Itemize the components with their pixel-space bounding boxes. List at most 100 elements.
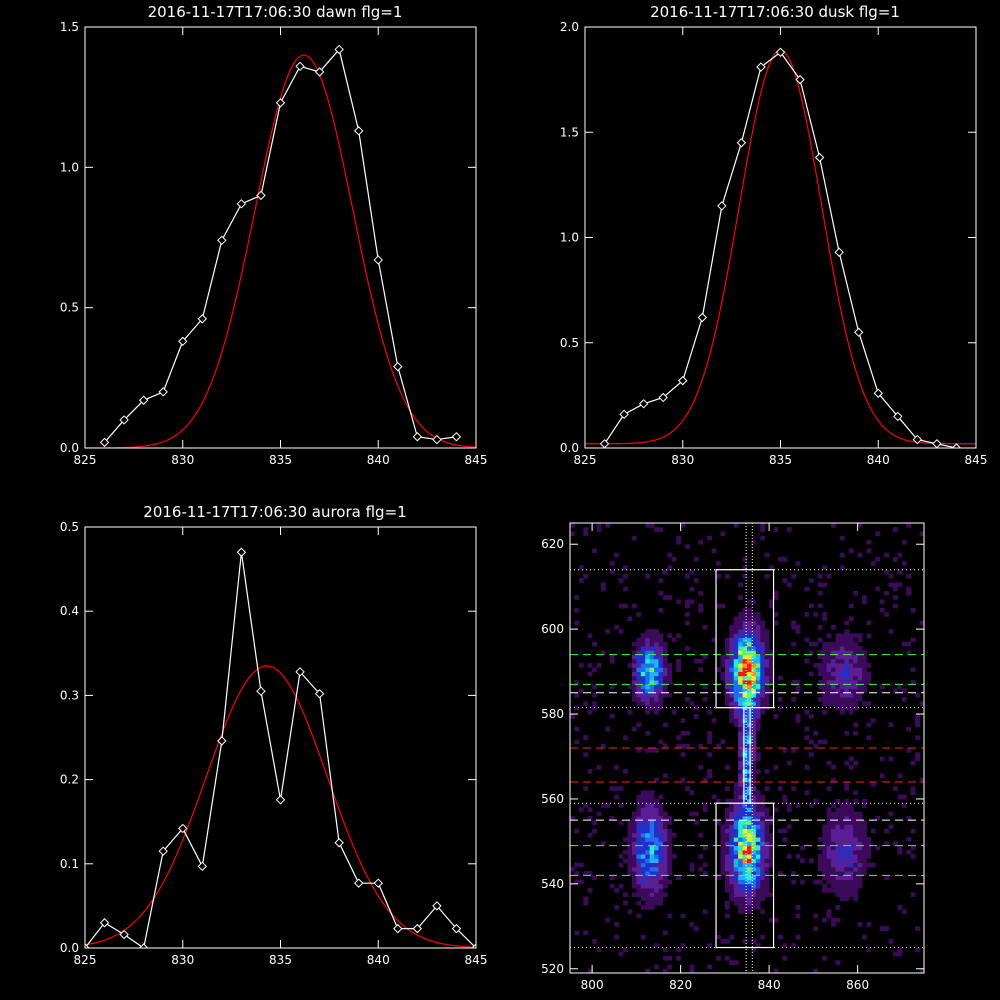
- image-heatmap-cell: [822, 582, 828, 588]
- image-heatmap-cell: [755, 892, 761, 897]
- image-heatmap-cell: [760, 862, 766, 868]
- image-heatmap-cell: [844, 866, 850, 872]
- image-heatmap-cell: [795, 934, 801, 940]
- image-heatmap-cell: [729, 871, 735, 876]
- image-heatmap-cell: [822, 646, 828, 651]
- image-heatmap-cell: [733, 807, 739, 813]
- image-heatmap-cell: [645, 803, 651, 808]
- image-heatmap-cell: [857, 866, 863, 872]
- image-heatmap-cell: [649, 879, 655, 885]
- image-heatmap-cell: [919, 968, 924, 973]
- image-heatmap-cell: [857, 883, 863, 889]
- image-heatmap-cell: [685, 612, 690, 617]
- image-heatmap-cell: [702, 803, 708, 808]
- image-heatmap-cell: [751, 641, 757, 647]
- image-heatmap-cell: [707, 735, 712, 740]
- image-heatmap-cell: [640, 637, 646, 643]
- image-heatmap-cell: [645, 663, 651, 668]
- image-heatmap-cell: [822, 616, 828, 622]
- dusk-data-point: [893, 411, 903, 422]
- image-heatmap-cell: [791, 943, 797, 948]
- image-heatmap-cell: [839, 883, 845, 889]
- dusk-y-tick-label: 1.0: [560, 231, 579, 245]
- image-heatmap-cell: [654, 866, 659, 872]
- image-heatmap-cell: [755, 697, 761, 702]
- image-heatmap-cell: [751, 620, 757, 626]
- image-heatmap-cell: [738, 667, 743, 672]
- image-heatmap-cell: [640, 905, 646, 910]
- image-heatmap-cell: [645, 705, 651, 711]
- image-heatmap-cell: [631, 603, 637, 609]
- image-heatmap-cell: [844, 871, 850, 876]
- image-heatmap-cell: [693, 658, 699, 664]
- image-heatmap-cell: [654, 811, 659, 817]
- aurora-y-tick-label: 0.2: [60, 773, 79, 787]
- image-heatmap-cell: [738, 680, 743, 685]
- image-heatmap-cell: [835, 820, 841, 825]
- image-heatmap-cell: [685, 697, 690, 702]
- image-heatmap-cell: [640, 934, 646, 940]
- image-heatmap-cell: [844, 658, 850, 664]
- image-heatmap-cell: [676, 947, 682, 953]
- image-heatmap-cell: [724, 841, 730, 847]
- image-heatmap-cell: [747, 875, 752, 881]
- image-heatmap-cell: [791, 680, 797, 685]
- image-heatmap-cell: [707, 769, 712, 774]
- image-heatmap-cell: [844, 760, 850, 766]
- image-heatmap-cell: [764, 866, 770, 872]
- image-heatmap-cell: [658, 854, 664, 859]
- image-heatmap-cell: [583, 871, 589, 876]
- image-heatmap-cell: [782, 956, 788, 961]
- dusk-data-point: [814, 152, 825, 163]
- image-heatmap-cell: [782, 556, 788, 562]
- image-heatmap-cell: [645, 905, 651, 910]
- image-heatmap-cell: [751, 773, 757, 779]
- image-heatmap-cell: [742, 909, 748, 914]
- image-heatmap-cell: [755, 637, 761, 643]
- image-heatmap-cell: [654, 888, 659, 893]
- image-heatmap-cell: [640, 841, 646, 847]
- image-heatmap-cell: [848, 641, 854, 647]
- image-heatmap-cell: [760, 841, 766, 847]
- image-heatmap-cell: [738, 684, 743, 689]
- image-heatmap-cell: [738, 739, 743, 745]
- image-heatmap-cell: [742, 671, 748, 677]
- image-heatmap-cell: [742, 879, 748, 885]
- image-heatmap-cell: [751, 811, 757, 817]
- image-heatmap-cell: [897, 951, 903, 957]
- dusk-data-point: [678, 375, 688, 386]
- image-heatmap-cell: [839, 879, 845, 885]
- image-heatmap-cell: [738, 849, 743, 855]
- image-heatmap-cell: [645, 629, 651, 634]
- image-heatmap-cell: [738, 786, 743, 791]
- image-heatmap-cell: [623, 837, 628, 842]
- image-heatmap-cell: [631, 875, 637, 881]
- image-heatmap-cell: [631, 841, 637, 847]
- image-heatmap-cell: [866, 701, 872, 706]
- image-heatmap-cell: [831, 641, 836, 647]
- dusk-data-point: [834, 247, 844, 257]
- image-heatmap-cell: [893, 595, 898, 600]
- image-heatmap-cell: [680, 743, 686, 749]
- image-heatmap-cell: [826, 913, 832, 919]
- image-heatmap-cell: [658, 841, 664, 847]
- image-heatmap-cell: [667, 565, 673, 571]
- image-heatmap-cell: [636, 837, 642, 842]
- aurora-data-point: [334, 838, 344, 848]
- image-heatmap-cell: [870, 561, 876, 566]
- image-heatmap-cell: [618, 803, 624, 808]
- image-heatmap-cell: [884, 875, 889, 881]
- image-heatmap-cell: [839, 633, 845, 639]
- image-heatmap-cell: [609, 714, 615, 719]
- image-heatmap-cell: [747, 620, 752, 626]
- image-heatmap-cell: [729, 803, 735, 808]
- image-heatmap-cell: [751, 654, 757, 660]
- image-heatmap-cell: [654, 862, 659, 868]
- image-heatmap-cell: [645, 875, 651, 881]
- image-heatmap-cell: [906, 586, 912, 592]
- image-heatmap-cell: [817, 862, 823, 868]
- image-heatmap-cell: [782, 943, 788, 948]
- image-heatmap-cell: [649, 854, 655, 859]
- image-heatmap-cell: [658, 900, 664, 906]
- image-heatmap-cell: [600, 650, 606, 656]
